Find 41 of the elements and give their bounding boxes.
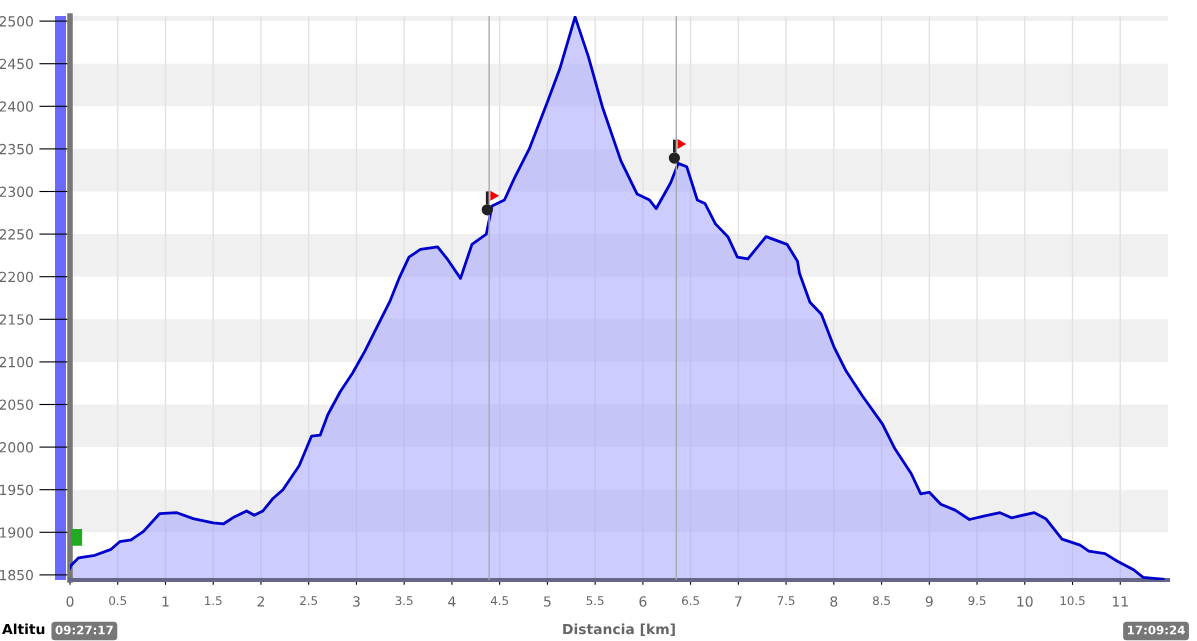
y-tick-label: 2100 <box>0 356 33 368</box>
x-tick-label: 3 <box>353 596 360 607</box>
x-tick-label: 1 <box>162 596 169 607</box>
y-tick-label: 1950 <box>0 484 33 496</box>
x-tick-label: 7 <box>735 596 742 607</box>
x-tick-label: 6 <box>639 596 647 607</box>
y-tick-label: 2000 <box>0 442 33 453</box>
x-tick-label: 10 <box>1017 596 1033 607</box>
y-tick-label: 2150 <box>0 314 33 325</box>
x-tick-label: 9.5 <box>968 596 986 606</box>
y-tick-label: 2250 <box>0 229 33 240</box>
x-tick-label: 1.5 <box>205 596 222 606</box>
y-tick-label: 1900 <box>0 527 33 538</box>
text: 17:09:24 <box>1128 625 1185 635</box>
x-tick-label: 8 <box>830 596 838 607</box>
x-tick-label: 9 <box>925 596 933 607</box>
y-tick-label: 2300 <box>0 186 33 197</box>
x-tick-label: 11 <box>1112 596 1128 607</box>
x-tick-label: 0.5 <box>109 596 127 606</box>
y-tick-label: 2450 <box>0 58 33 70</box>
text: 09:27:17 <box>55 625 113 635</box>
x-tick-label: 4.5 <box>490 596 509 606</box>
x-tick-label: 2.5 <box>300 596 318 606</box>
y-tick-label: 2350 <box>0 143 33 155</box>
x-tick-label: 0 <box>66 596 74 607</box>
x-tick-label: 6.5 <box>682 596 699 606</box>
y-tick-label: 1850 <box>0 569 33 581</box>
y-tick-label: 2400 <box>0 101 33 112</box>
x-tick-label: 10.5 <box>1060 596 1085 606</box>
x-tick-label: 7.5 <box>777 596 795 606</box>
x-tick-label: 3.5 <box>395 596 413 606</box>
x-tick-label: 5.5 <box>586 596 604 606</box>
y-tick-label: 2200 <box>0 271 33 283</box>
x-tick-label: 5 <box>544 596 551 607</box>
y-axis-title: Altitu <box>2 623 45 635</box>
x-tick-label: 8.5 <box>872 596 890 606</box>
y-tick-label: 2050 <box>0 399 33 410</box>
x-tick-label: 2 <box>257 596 264 607</box>
x-axis-title: Distancia [km] <box>563 623 675 636</box>
y-tick-label: 2500 <box>0 16 33 27</box>
x-tick-label: 4 <box>448 596 456 607</box>
